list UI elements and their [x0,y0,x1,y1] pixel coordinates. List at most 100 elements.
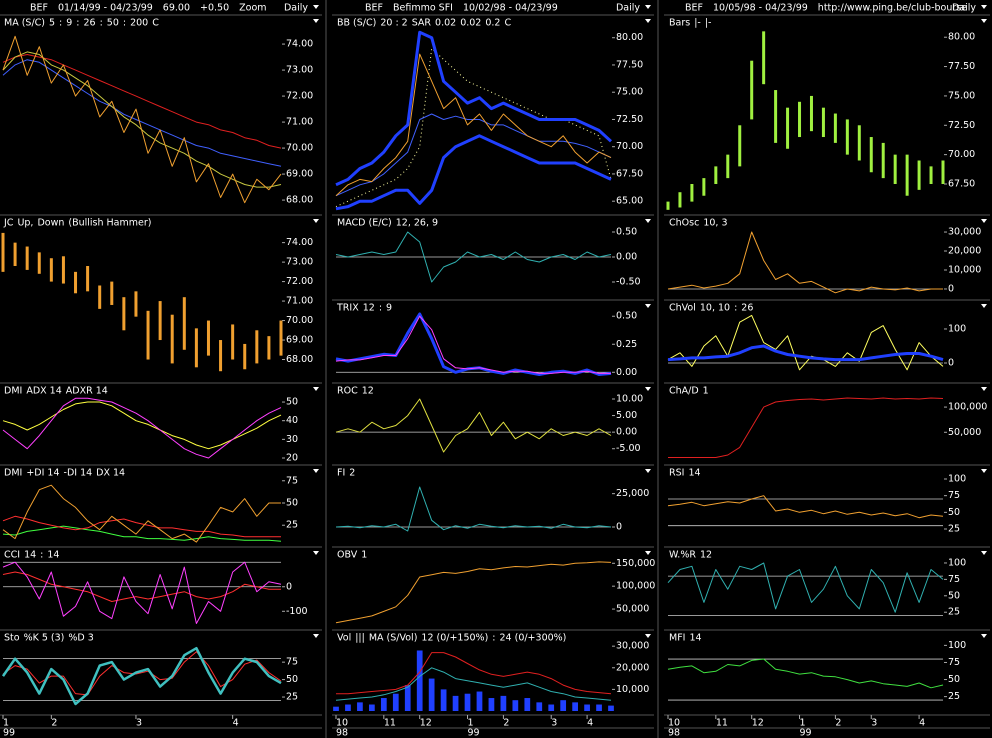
legend-text: ChA/D [669,386,699,397]
y-tick-label: 72.50 [948,120,975,131]
legend-text: : [59,18,62,29]
legend-text: CCI [4,550,20,561]
series-line [2,51,282,188]
legend-text: FI [337,468,345,479]
series-line [667,314,944,371]
series-line [2,651,282,696]
series-line [335,312,612,376]
volume-bar [380,698,387,711]
x-tick-label: 11 [716,718,728,729]
y-tick-label: 71.00 [286,117,313,128]
legend-text: ROC [337,386,358,397]
panel-menu-arrow [645,551,651,555]
legend-text: MA (S/C) [4,18,45,29]
series-line [2,401,282,450]
legend-text: 200 [130,18,148,29]
y-tick-label: 72.50 [616,114,643,125]
y-tick-label: 50 [286,498,298,509]
series-line [2,561,282,624]
y-tick-label: 100 [948,323,966,334]
series-line [667,344,944,362]
volume-bar [464,693,471,711]
legend-text: %K 5 (3) [24,633,65,644]
period-select[interactable]: Daily [284,3,308,14]
legend-text: 14 [47,550,59,561]
period-select[interactable]: Daily [616,3,640,14]
y-tick-label: 70.00 [286,143,313,154]
legend-text: : [492,633,495,644]
series-line [2,571,281,602]
panel-menu-arrow [981,634,987,638]
legend-text: 50 [107,18,119,29]
legend-text: 9 [66,18,72,29]
legend-text: MA (S/Vol) [369,633,418,644]
legend-text: TRIX [336,303,359,314]
legend-text: 12 (0/+150%) [421,633,488,644]
x-tick-label: 1 [800,718,806,729]
x-tick-label: 4 [233,718,239,729]
legend-text: C [504,18,511,29]
legend-text: 14 [689,633,701,644]
x-year-label: 99 [800,728,812,738]
panel-menu-arrow [313,551,319,555]
y-tick-label: 72.00 [286,276,313,287]
panel-menu-arrow [313,469,319,473]
y-tick-label: 150,000 [616,558,655,569]
header-text: BEF [30,3,48,14]
series-line [335,30,613,187]
legend-text: W.%R [669,550,696,561]
volume-bar [428,678,435,711]
panel-menu-arrow [981,219,987,223]
series-line [335,561,612,624]
x-tick-label: 4 [919,718,925,729]
series-line [2,525,282,542]
panel-menu-arrow [645,387,651,391]
legend-text: : [40,550,43,561]
series-line [335,48,612,208]
y-tick-label: 30,000 [948,227,981,238]
legend-text: ||| [355,633,365,644]
legend-text: RSI [669,468,684,479]
legend-text: JC [3,218,14,229]
volume-bar [476,691,483,711]
y-tick-label: 50 [948,507,960,518]
panel-menu-arrow [313,634,319,638]
y-tick-label: 72.00 [286,91,313,102]
period-select[interactable]: Daily [952,3,976,14]
legend-text: 14 [688,468,700,479]
y-tick-label: 0.00 [616,252,637,263]
y-tick-label: 20 [286,453,298,464]
y-tick-label: 75.00 [616,87,643,98]
y-tick-label: 100 [948,640,966,651]
y-tick-label: 0.00 [616,427,637,438]
legend-text: +DI 14 [26,468,59,479]
series-line [2,397,282,459]
volume-bar [608,705,614,711]
series-line [335,113,612,197]
legend-text: BB (S/C) [337,18,376,29]
x-tick-label: 11 [384,718,396,729]
legend-text: MFI [669,633,685,644]
x-tick-label: 12 [752,718,764,729]
legend-text: 0.02 [435,18,456,29]
legend-text: Up, [17,218,33,229]
volume-bar [333,706,339,711]
x-year-label: 99 [468,728,480,738]
x-tick-label: 1 [3,718,9,729]
dropdown-arrow [645,5,651,9]
series-line [667,562,944,613]
y-tick-label: 10,000 [616,684,649,695]
volume-bar [488,698,495,711]
header-text: 01/14/99 - 04/23/99 [58,3,153,14]
legend-text: 12 [700,550,712,561]
y-tick-label: 75 [948,657,960,668]
legend-text: (Bullish Hammer) [68,218,151,229]
y-tick-label: 70.00 [616,141,643,152]
y-tick-label: 65.00 [616,196,643,207]
panel-menu-arrow [313,387,319,391]
y-tick-label: 74.00 [286,39,313,50]
volume-bar [404,685,411,711]
volume-bar [452,695,459,711]
y-tick-label: 73.00 [286,257,313,268]
